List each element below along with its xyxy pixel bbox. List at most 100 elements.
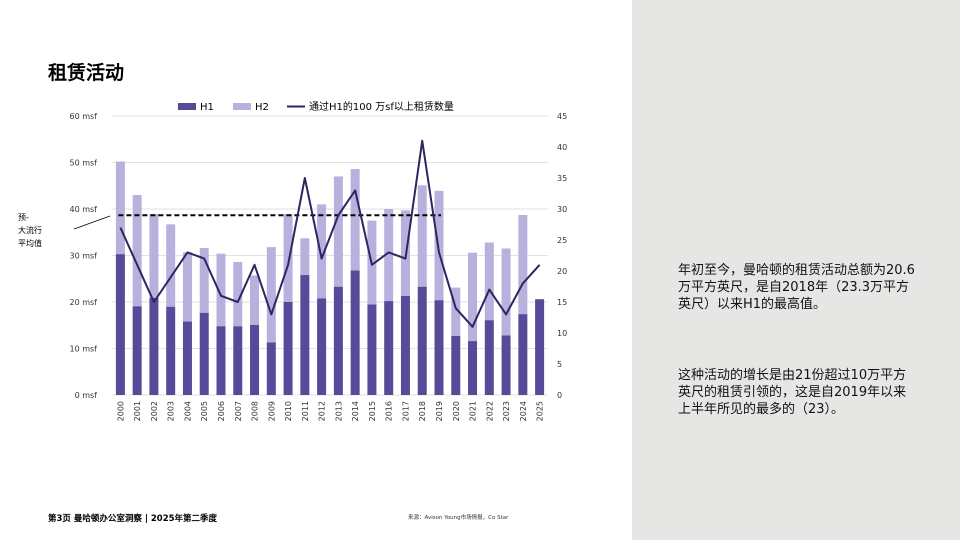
bar-h2 [182, 252, 192, 322]
bar-h2 [250, 275, 260, 325]
bar-h1 [216, 326, 226, 395]
bar-h1 [367, 304, 377, 395]
x-tick-label: 2020 [452, 401, 461, 421]
x-tick-label: 2012 [318, 401, 327, 421]
bar-h1 [434, 300, 444, 395]
bar-h1 [233, 326, 243, 395]
x-tick-label: 2016 [385, 401, 394, 421]
bar-h1 [535, 299, 545, 395]
bar-h2 [468, 252, 478, 342]
bar-h1 [149, 297, 159, 395]
x-tick-label: 2018 [418, 401, 427, 421]
x-tick-label: 2025 [536, 401, 545, 421]
bar-h2 [132, 195, 142, 307]
x-tick-label: 2024 [519, 401, 528, 421]
y-right-tick-label: 15 [557, 298, 567, 307]
bar-h1 [501, 335, 511, 395]
y-right-tick-label: 25 [557, 236, 567, 245]
y-right-tick-label: 10 [557, 329, 567, 338]
bar-h2 [434, 190, 444, 301]
x-tick-label: 2000 [116, 401, 125, 421]
x-tick-label: 2007 [234, 401, 243, 421]
legend-swatch-h1 [178, 103, 196, 110]
legend-label-line: 通过H1的100 万sf以上租赁数量 [309, 100, 454, 113]
y-right-tick-label: 5 [557, 360, 562, 369]
bar-h1 [317, 298, 327, 395]
y-left-tick-label: 30 msf [70, 252, 98, 261]
x-tick-label: 2019 [435, 401, 444, 421]
bar-h1 [132, 306, 142, 395]
legend-swatch-h2 [233, 103, 251, 110]
bar-h2 [518, 215, 528, 315]
bar-h2 [283, 214, 293, 302]
y-left-tick-label: 50 msf [70, 159, 98, 168]
bar-h1 [300, 275, 310, 395]
x-tick-label: 2002 [150, 401, 159, 421]
bar-h2 [166, 224, 176, 307]
bar-h1 [333, 286, 343, 395]
y-left-tick-label: 10 msf [70, 345, 98, 354]
y-left-tick-label: 60 msf [70, 112, 98, 121]
y-right-tick-label: 30 [557, 205, 567, 214]
legend-label-h2: H2 [255, 102, 269, 113]
x-tick-label: 2023 [502, 401, 511, 421]
legend-label-h1: H1 [200, 102, 214, 113]
y-left-tick-label: 40 msf [70, 205, 98, 214]
y-right-tick-label: 0 [557, 391, 562, 400]
bar-h2 [266, 247, 276, 343]
bar-h2 [350, 169, 360, 271]
bar-h2 [300, 238, 310, 276]
bar-h1 [484, 320, 494, 395]
bar-h1 [350, 270, 360, 395]
x-tick-label: 2022 [485, 401, 494, 421]
y-left-tick-label: 20 msf [70, 298, 98, 307]
bar-h2 [233, 262, 243, 327]
bar-h2 [317, 204, 327, 299]
average-annotation-label: 预- [18, 212, 29, 222]
x-tick-label: 2006 [217, 401, 226, 421]
bar-h2 [199, 248, 209, 313]
bar-h2 [484, 242, 494, 321]
bar-h1 [182, 321, 192, 395]
leasing-chart: 0 msf 10 msf 20 msf 30 msf 40 msf 50 msf 60 ms… [18, 100, 567, 421]
bar-h1 [283, 302, 293, 395]
x-tick-label: 2014 [351, 401, 360, 421]
x-tick-label: 2001 [133, 401, 142, 421]
bar-h1 [417, 286, 427, 395]
x-tick-label: 2015 [368, 401, 377, 421]
x-tick-label: 2009 [267, 401, 276, 421]
bar-h2 [451, 287, 461, 336]
bar-h1 [400, 295, 410, 395]
average-annotation-label: 大流行 [18, 225, 42, 235]
bar-h2 [115, 161, 125, 255]
footer-source: 来源：Avison Young市场情报，Co Star [408, 515, 509, 521]
bar-h1 [518, 314, 528, 395]
bar-h2 [501, 248, 511, 336]
x-tick-label: 2010 [284, 401, 293, 421]
bar-h2 [333, 176, 343, 287]
bar-h2 [149, 214, 159, 298]
footer-page-label: 第3页 曼哈顿办公室洞察 | 2025年第二季度 [48, 514, 218, 524]
side-panel: 年初至今，曼哈顿的租赁活动总额为20.6万平方英尺，是自2018年（23.3万平… [632, 0, 960, 540]
bar-h2 [216, 253, 226, 327]
y-right-tick-label: 45 [557, 112, 567, 121]
y-right-tick-label: 40 [557, 143, 567, 152]
bar-h1 [384, 301, 394, 395]
bar-h1 [250, 324, 260, 395]
x-tick-label: 2008 [251, 401, 260, 421]
y-right-tick-label: 35 [557, 174, 567, 183]
bar-h1 [266, 342, 276, 395]
y-right-tick-label: 20 [557, 267, 567, 276]
bar-h1 [199, 312, 209, 395]
x-tick-label: 2013 [334, 401, 343, 421]
bar-h2 [384, 209, 394, 302]
x-tick-label: 2011 [301, 401, 310, 421]
bar-h1 [451, 335, 461, 395]
bar-h1 [115, 254, 125, 395]
y-left-tick-label: 0 msf [75, 391, 98, 400]
bar-h2 [417, 185, 427, 287]
average-annotation-pointer [73, 215, 111, 230]
x-tick-label: 2017 [401, 401, 410, 421]
x-tick-label: 2003 [167, 401, 176, 421]
